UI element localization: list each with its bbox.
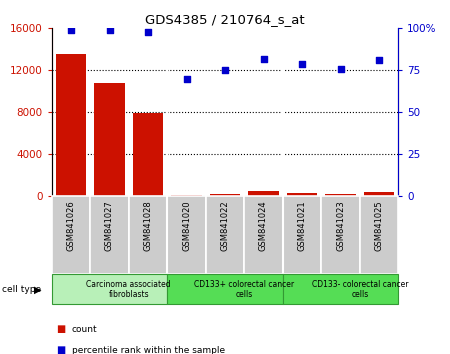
Point — [221, 68, 229, 73]
Point — [298, 61, 306, 67]
Bar — [360, 196, 398, 274]
Text: Carcinoma associated
fibroblasts: Carcinoma associated fibroblasts — [86, 280, 171, 299]
Point — [68, 27, 75, 33]
Bar — [171, 195, 202, 196]
Text: GSM841020: GSM841020 — [182, 200, 191, 251]
Bar — [52, 274, 167, 304]
Point — [183, 76, 190, 81]
Bar — [364, 193, 394, 196]
Bar — [94, 83, 125, 196]
Text: ▶: ▶ — [34, 284, 41, 295]
Bar — [210, 194, 240, 196]
Point — [260, 56, 267, 62]
Text: GSM841026: GSM841026 — [67, 200, 76, 251]
Text: ■: ■ — [56, 324, 66, 334]
Text: GSM841028: GSM841028 — [144, 200, 153, 251]
Text: CD133+ colorectal cancer
cells: CD133+ colorectal cancer cells — [194, 280, 294, 299]
Bar — [287, 193, 317, 196]
Text: GSM841027: GSM841027 — [105, 200, 114, 251]
Point — [375, 57, 382, 63]
Bar — [283, 196, 321, 274]
Bar — [129, 196, 167, 274]
Text: ■: ■ — [56, 346, 66, 354]
Text: CD133- colorectal cancer
cells: CD133- colorectal cancer cells — [311, 280, 408, 299]
Text: GSM841024: GSM841024 — [259, 200, 268, 251]
Text: GSM841021: GSM841021 — [297, 200, 306, 251]
Bar — [133, 113, 163, 196]
Point — [337, 66, 344, 72]
Point — [144, 29, 152, 35]
Bar — [321, 196, 360, 274]
Bar — [206, 196, 244, 274]
Point — [106, 27, 113, 33]
Title: GDS4385 / 210764_s_at: GDS4385 / 210764_s_at — [145, 13, 305, 26]
Text: cell type: cell type — [2, 285, 41, 294]
Text: GSM841022: GSM841022 — [220, 200, 230, 251]
Bar — [167, 196, 206, 274]
Text: percentile rank within the sample: percentile rank within the sample — [72, 346, 225, 354]
Bar — [283, 274, 398, 304]
Bar — [244, 196, 283, 274]
Text: GSM841025: GSM841025 — [374, 200, 383, 251]
Text: count: count — [72, 325, 98, 334]
Bar — [56, 53, 86, 196]
Bar — [325, 194, 356, 196]
Bar — [90, 196, 129, 274]
Bar — [52, 196, 90, 274]
Text: GSM841023: GSM841023 — [336, 200, 345, 251]
Bar — [248, 192, 279, 196]
Bar — [167, 274, 283, 304]
